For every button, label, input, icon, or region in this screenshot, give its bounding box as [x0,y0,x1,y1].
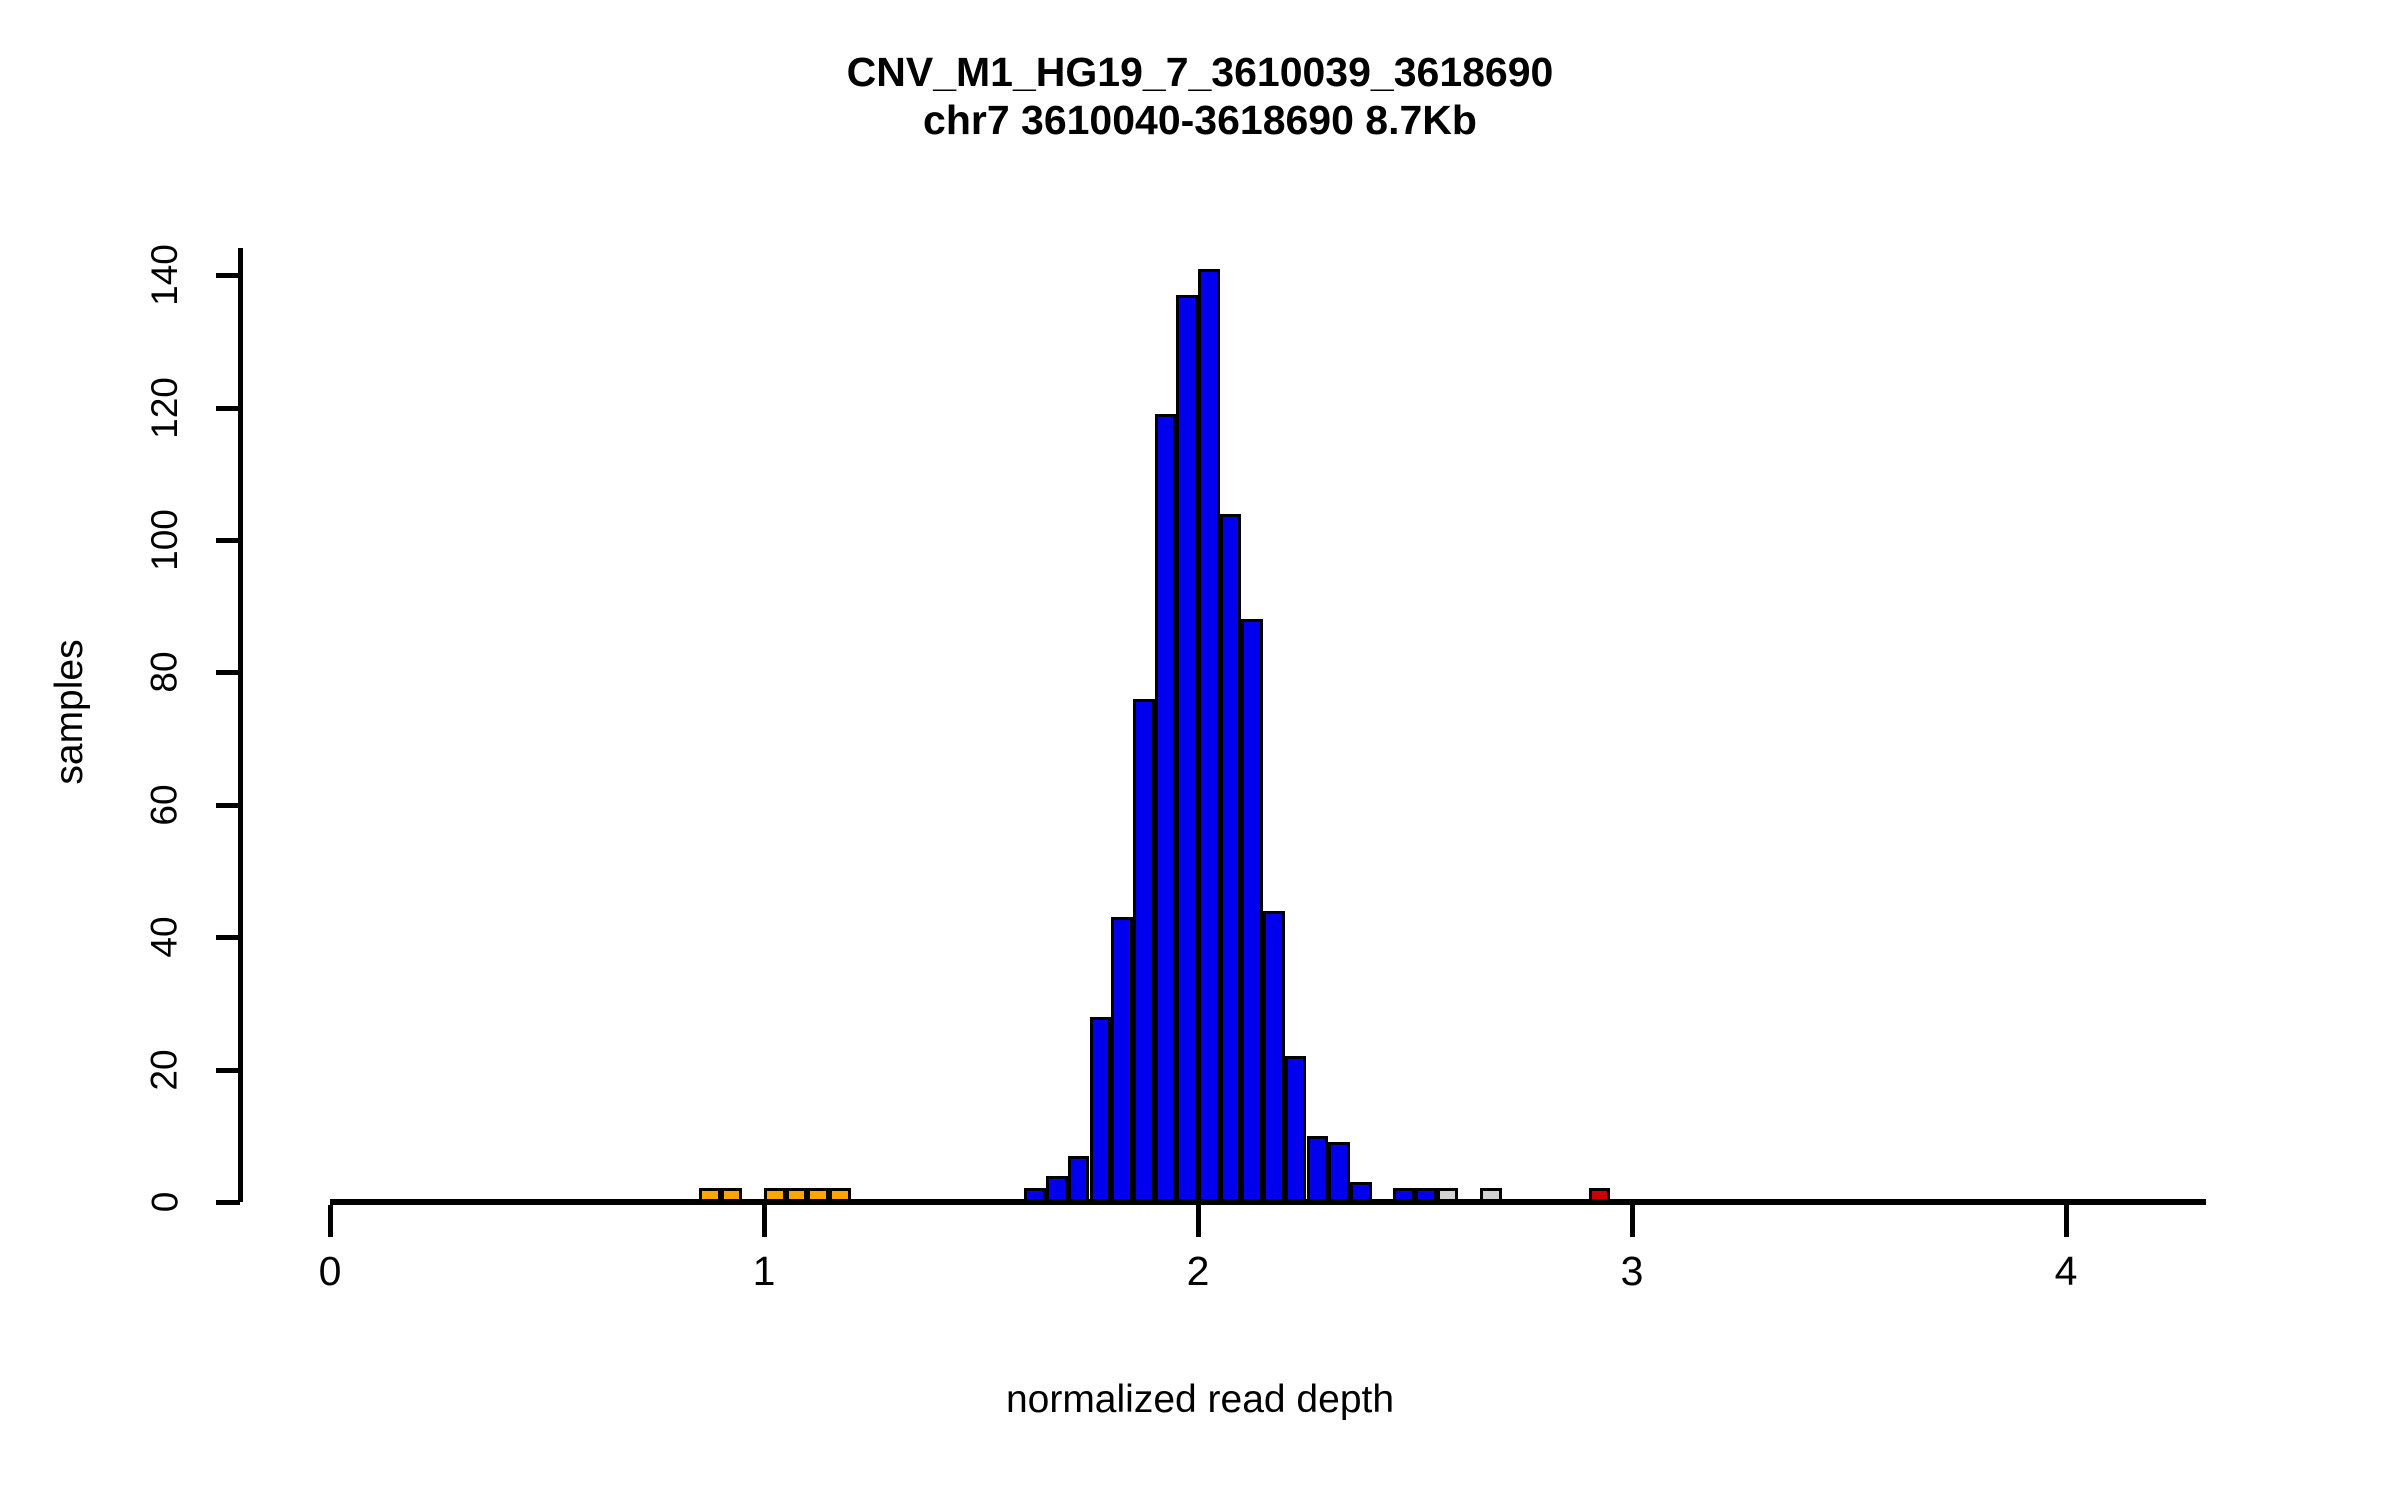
histogram-bar [829,1188,851,1202]
y-axis-tick-label: 20 [144,1049,185,1091]
histogram-bar [1132,698,1155,1202]
histogram-bar [785,1188,808,1202]
histogram-bar [1241,619,1264,1202]
histogram-bar [1154,414,1177,1202]
y-axis-title: samples [48,639,91,785]
histogram-bar [1219,513,1242,1202]
y-axis-tick-label: 60 [144,784,185,826]
chart-title-line1: CNV_M1_HG19_7_3610039_3618690 [846,49,1554,95]
y-axis-tick [216,670,240,676]
histogram-bar [720,1188,743,1202]
y-axis-tick-label: 100 [143,509,185,571]
histogram-bar [1306,1135,1329,1202]
x-axis-title: normalized read depth [1005,1378,1395,1421]
x-axis-tick [328,1205,333,1237]
x-axis-tick-label: 4 [2054,1248,2078,1294]
histogram-bar [698,1188,721,1202]
x-axis-tick [1630,1205,1635,1237]
histogram-bar [1089,1016,1112,1202]
y-axis-tick [216,802,240,808]
chart-title-line2: chr7 3610040-3618690 8.7Kb [923,97,1477,144]
histogram-bar [1480,1188,1502,1202]
histogram-bar [1393,1188,1415,1202]
histogram-bar [1046,1175,1068,1202]
y-axis-tick [216,273,240,279]
y-axis-tick [216,405,240,411]
y-axis-tick-label: 40 [144,916,185,958]
histogram-bar [1067,1155,1090,1202]
histogram-bar [1284,1056,1307,1202]
y-axis-tick [216,935,240,941]
histogram-bar [1436,1188,1459,1202]
histogram-bar [1588,1188,1611,1202]
y-axis-line [238,248,243,1202]
histogram-bar [1263,910,1285,1202]
histogram-bar [1349,1182,1372,1202]
y-axis-tick-label: 120 [143,376,185,439]
y-axis-tick-label: 80 [144,651,185,693]
x-axis-tick-label: 0 [318,1248,342,1294]
histogram-bar [1024,1188,1047,1202]
histogram-bar [1328,1142,1350,1202]
histogram-bar [1176,295,1198,1202]
x-axis-tick-label: 3 [1620,1248,1644,1294]
histogram-bar [1415,1188,1437,1202]
x-axis-tick [762,1205,767,1237]
chart-title: CNV_M1_HG19_7_3610039_3618690 chr7 36100… [0,48,2400,145]
y-axis-tick-label: 0 [143,1191,185,1213]
y-axis-tick [216,538,240,543]
x-axis-tick [2064,1205,2069,1237]
x-axis-line [330,1199,2206,1205]
x-axis-tick-label: 1 [752,1248,776,1294]
histogram-bar [807,1188,830,1202]
histogram-bar [1111,917,1133,1202]
histogram-bar [764,1188,786,1202]
y-axis-tick [216,1200,240,1205]
histogram-bar [1198,268,1220,1202]
y-axis-tick [216,1067,240,1073]
y-axis-tick-label: 140 [143,244,185,307]
x-axis-tick-label: 2 [1186,1248,1210,1294]
x-axis-tick [1196,1205,1201,1237]
